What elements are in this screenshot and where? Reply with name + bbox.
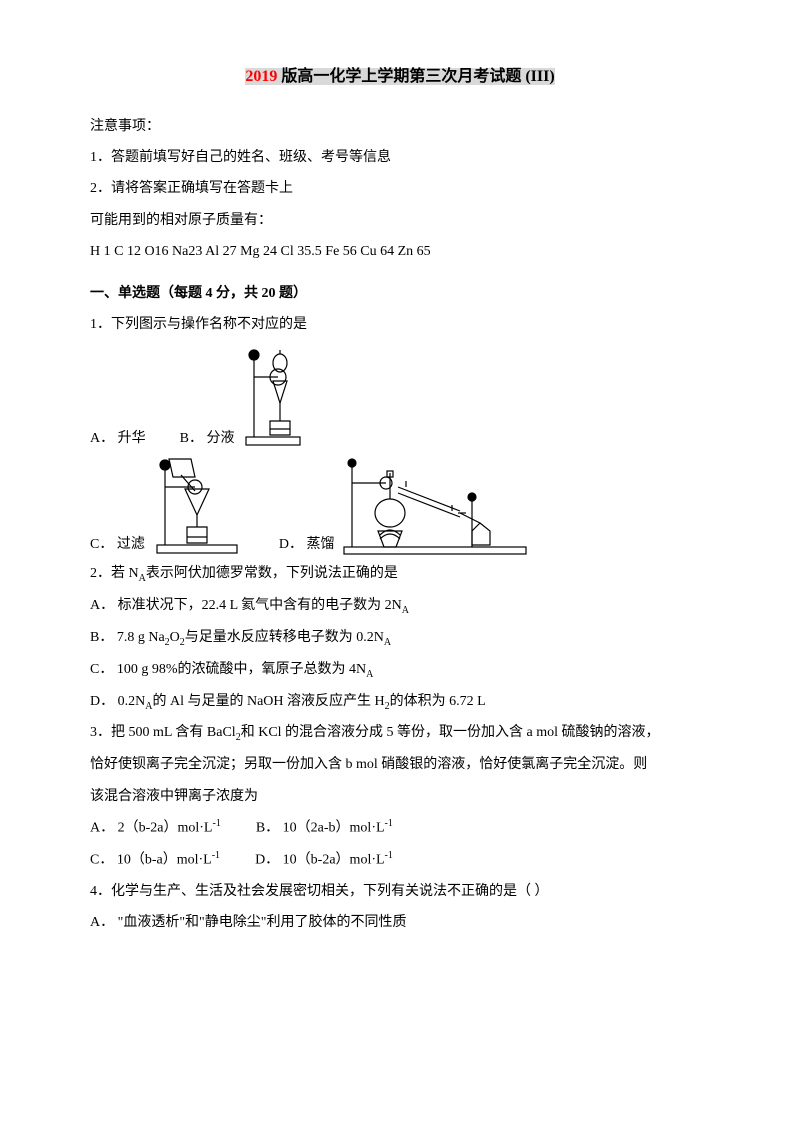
- apparatus-separating-funnel-icon: [240, 341, 306, 453]
- q3-l1-a: 3．把 500 mL 含有 BaCl: [90, 725, 236, 740]
- q3-c: C． 10（b-a）mol·L: [90, 853, 212, 868]
- section-1-head: 一、单选题（每题 4 分，共 20 题）: [90, 279, 710, 308]
- q2-stem-a: 2．若 N: [90, 566, 139, 581]
- page-title: 2019 版高一化学上学期第三次月考试题 (III): [90, 60, 710, 94]
- q1-b-label: B． 分液: [180, 424, 235, 453]
- q3-row-cd: C． 10（b-a）mol·L-1 D． 10（b-2a）mol·L-1: [90, 845, 710, 875]
- exp4: -1: [385, 850, 393, 861]
- q3-row-ab: A． 2（b-2a）mol·L-1 B． 10（2a-b）mol·L-1: [90, 813, 710, 843]
- sub-a: A: [139, 573, 146, 584]
- notice-2: 2．请将答案正确填写在答题卡上: [90, 174, 710, 203]
- q2-a: A． 标准状况下，22.4 L 氦气中含有的电子数为 2NA: [90, 591, 710, 621]
- q1-stem: 1．下列图示与操作名称不对应的是: [90, 310, 710, 339]
- q2-stem: 2．若 NA表示阿伏加德罗常数，下列说法正确的是: [90, 559, 710, 589]
- q4-a: A． "血液透析"和"静电除尘"利用了胶体的不同性质: [90, 908, 710, 937]
- notice-head: 注意事项：: [90, 112, 710, 141]
- sub-a3: A: [384, 637, 391, 648]
- q2-a-txt: A． 标准状况下，22.4 L 氦气中含有的电子数为 2N: [90, 598, 402, 613]
- sub-a2: A: [402, 605, 409, 616]
- atomic-label: 可能用到的相对原子质量有：: [90, 206, 710, 235]
- q2-b: B． 7.8 g Na2O2与足量水反应转移电子数为 0.2NA: [90, 623, 710, 653]
- q2-b-1: B． 7.8 g Na: [90, 630, 165, 645]
- q1-d-label: D． 蒸馏: [279, 530, 335, 559]
- exp3: -1: [212, 850, 220, 861]
- notice-1: 1．答题前填写好自己的姓名、班级、考号等信息: [90, 143, 710, 172]
- exp1: -1: [212, 818, 220, 829]
- q2-stem-b: 表示阿伏加德罗常数，下列说法正确的是: [146, 566, 398, 581]
- q2-c-txt: C． 100 g 98%的浓硫酸中，氧原子总数为 4N: [90, 662, 366, 677]
- title-black: 版高一化学上学期第三次月考试题 (III): [277, 68, 554, 85]
- q1-a-label: A． 升华: [90, 424, 146, 453]
- q2-c: C． 100 g 98%的浓硫酸中，氧原子总数为 4NA: [90, 655, 710, 685]
- q3-b: B． 10（2a-b）mol·L: [256, 821, 385, 836]
- q4-stem: 4．化学与生产、生活及社会发展密切相关，下列有关说法不正确的是（ ）: [90, 877, 710, 906]
- q3-d: D． 10（b-2a）mol·L: [255, 853, 384, 868]
- q3-l1: 3．把 500 mL 含有 BaCl2和 KCl 的混合溶液分成 5 等份，取一…: [90, 718, 710, 748]
- q3-l3: 该混合溶液中钾离子浓度为: [90, 782, 710, 811]
- q2-d-3: 的体积为 6.72 L: [390, 694, 486, 709]
- q3-a: A． 2（b-2a）mol·L: [90, 821, 212, 836]
- atomic-values: H 1 C 12 O16 Na23 Al 27 Mg 24 Cl 35.5 Fe…: [90, 237, 710, 266]
- q2-b-2: O: [170, 630, 180, 645]
- q1-c-label: C． 过滤: [90, 530, 145, 559]
- exp2: -1: [385, 818, 393, 829]
- q2-b-3: 与足量水反应转移电子数为 0.2N: [185, 630, 384, 645]
- q2-d-1: D． 0.2N: [90, 694, 145, 709]
- q3-l1-b: 和 KCl 的混合溶液分成 5 等份，取一份加入含 a mol 硫酸钠的溶液，: [241, 725, 660, 740]
- q2-d-2: 的 Al 与足量的 NaOH 溶液反应产生 H: [152, 694, 384, 709]
- q2-d: D． 0.2NA的 Al 与足量的 NaOH 溶液反应产生 H2的体积为 6.7…: [90, 687, 710, 717]
- q1-row-ab: A． 升华 B． 分液: [90, 341, 710, 453]
- apparatus-distillation-icon: [340, 453, 530, 559]
- q1-row-cd: C． 过滤 D． 蒸馏: [90, 453, 710, 559]
- sub-a4: A: [366, 669, 373, 680]
- title-red: 2019: [245, 68, 277, 85]
- q3-l2: 恰好使钡离子完全沉淀；另取一份加入含 b mol 硝酸银的溶液，恰好使氯离子完全…: [90, 750, 710, 779]
- apparatus-filtration-icon: [151, 453, 251, 559]
